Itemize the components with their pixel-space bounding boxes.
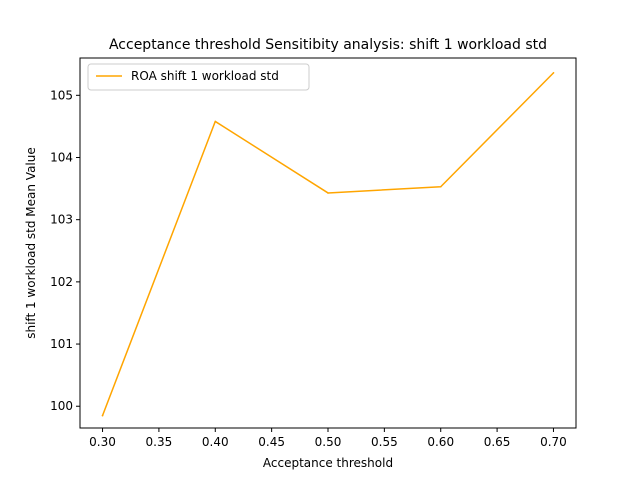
x-tick-label: 0.60 [427, 435, 454, 449]
chart-title: Acceptance threshold Sensitibity analysi… [109, 37, 547, 53]
y-tick-label: 102 [50, 275, 73, 289]
y-axis-label: shift 1 workload std Mean Value [24, 147, 38, 339]
data-point [214, 120, 217, 123]
x-tick-label: 0.40 [202, 435, 229, 449]
data-point [101, 414, 104, 417]
x-axis-ticks: 0.30 0.35 0.40 0.45 0.50 0.55 0.60 0.65 0.70 [89, 428, 567, 449]
data-point [327, 192, 329, 194]
y-tick-label: 105 [50, 88, 73, 102]
x-tick-label: 0.30 [89, 435, 116, 449]
x-tick-label: 0.70 [540, 435, 567, 449]
x-tick-label: 0.35 [146, 435, 173, 449]
x-tick-label: 0.65 [484, 435, 511, 449]
data-point [552, 72, 555, 74]
plot-area [80, 58, 576, 428]
data-point [439, 185, 442, 188]
x-tick-label: 0.50 [315, 435, 342, 449]
axes-frame [79, 57, 577, 429]
y-tick-label: 104 [50, 150, 73, 164]
x-tick-label: 0.45 [258, 435, 285, 449]
y-axis-ticks: 100 101 102 103 104 105 [50, 88, 80, 413]
x-tick-label: 0.55 [371, 435, 398, 449]
legend-box [87, 63, 310, 91]
y-tick-label: 101 [50, 337, 73, 351]
legend-label: ROA shift 1 workload std [131, 69, 279, 83]
axes-background [80, 58, 576, 428]
legend: ROA shift 1 workload std [87, 63, 310, 91]
series-layer [101, 71, 555, 417]
y-tick-label: 103 [50, 213, 73, 227]
y-tick-label: 100 [50, 399, 73, 413]
x-axis-label: Acceptance threshold [263, 456, 393, 470]
